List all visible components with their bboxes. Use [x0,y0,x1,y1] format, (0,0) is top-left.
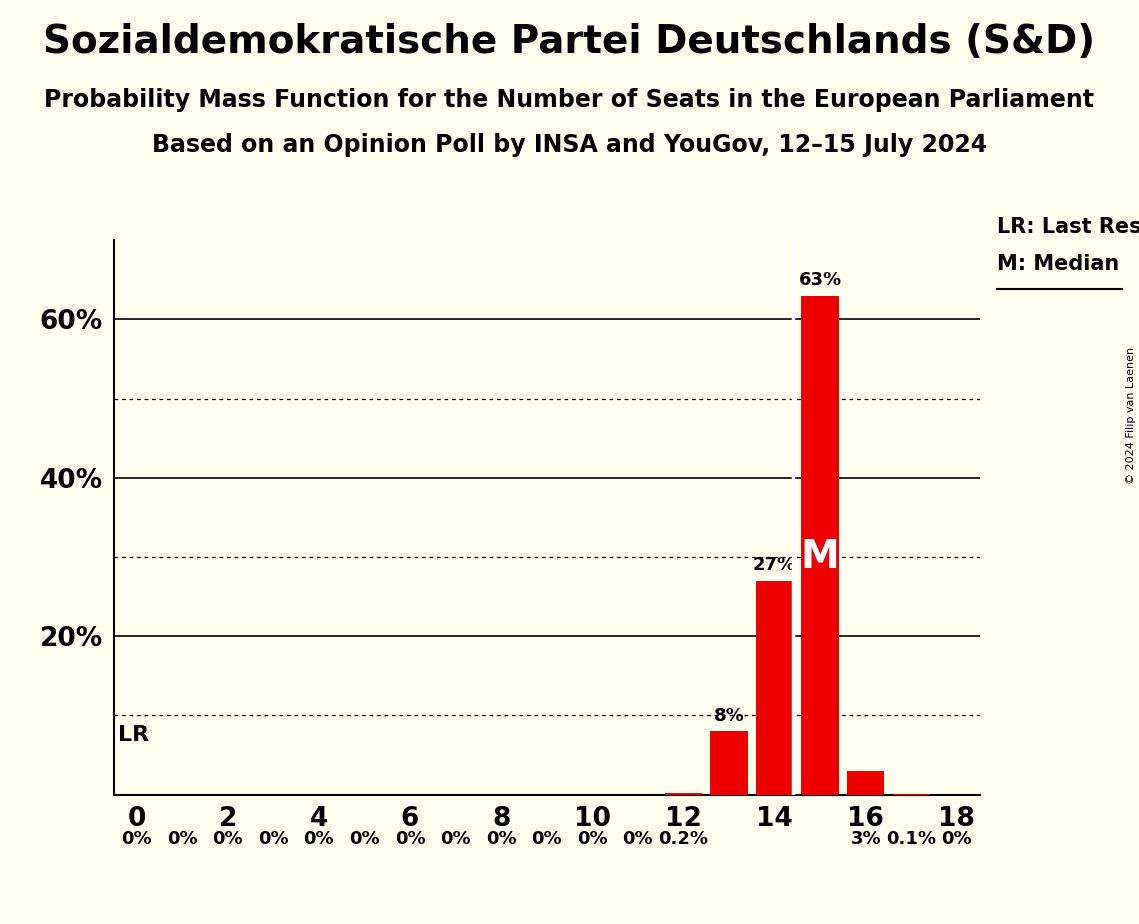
Bar [847,771,884,795]
Text: Sozialdemokratische Partei Deutschlands (S&D): Sozialdemokratische Partei Deutschlands … [43,23,1096,61]
Text: LR: LR [118,725,149,746]
Bar [665,793,702,795]
Text: 0%: 0% [122,831,151,848]
Bar [802,296,838,795]
Text: Probability Mass Function for the Number of Seats in the European Parliament: Probability Mass Function for the Number… [44,88,1095,112]
Text: 0%: 0% [532,831,562,848]
Text: M: M [801,538,839,576]
Text: 0%: 0% [213,831,243,848]
Bar [711,731,747,795]
Text: 63%: 63% [798,272,842,289]
Text: 8%: 8% [714,707,744,725]
Text: 0.1%: 0.1% [886,831,936,848]
Text: M: Median: M: Median [997,254,1118,274]
Text: 0.2%: 0.2% [658,831,708,848]
Text: © 2024 Filip van Laenen: © 2024 Filip van Laenen [1126,347,1136,484]
Text: 0%: 0% [577,831,607,848]
Text: 0%: 0% [942,831,972,848]
Text: 0%: 0% [167,831,197,848]
Text: 0%: 0% [623,831,653,848]
Text: 3%: 3% [851,831,880,848]
Text: 0%: 0% [304,831,334,848]
Text: 0%: 0% [395,831,425,848]
Text: 0%: 0% [441,831,470,848]
Text: Based on an Opinion Poll by INSA and YouGov, 12–15 July 2024: Based on an Opinion Poll by INSA and You… [151,133,988,157]
Text: 0%: 0% [350,831,379,848]
Text: 0%: 0% [486,831,516,848]
Text: LR: Last Result: LR: Last Result [997,217,1139,237]
Text: 0%: 0% [259,831,288,848]
Text: 27%: 27% [753,556,796,575]
Bar [756,581,793,795]
